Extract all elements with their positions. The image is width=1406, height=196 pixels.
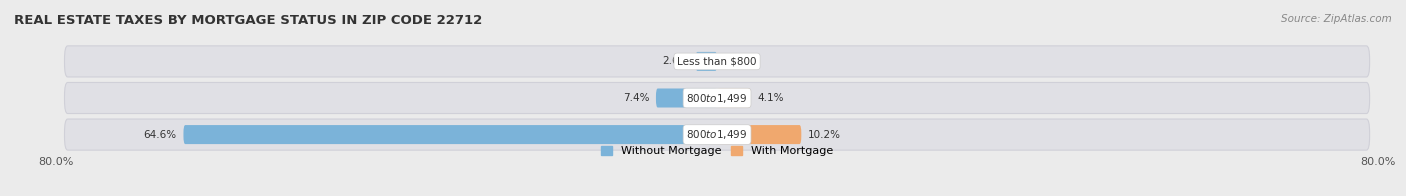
FancyBboxPatch shape <box>717 88 751 108</box>
FancyBboxPatch shape <box>183 125 717 144</box>
Text: 10.2%: 10.2% <box>808 130 841 140</box>
Text: 64.6%: 64.6% <box>143 130 177 140</box>
Text: Source: ZipAtlas.com: Source: ZipAtlas.com <box>1281 14 1392 24</box>
FancyBboxPatch shape <box>65 46 1369 77</box>
FancyBboxPatch shape <box>65 83 1369 113</box>
FancyBboxPatch shape <box>696 52 717 71</box>
Text: $800 to $1,499: $800 to $1,499 <box>686 128 748 141</box>
Text: 7.4%: 7.4% <box>623 93 650 103</box>
Text: 2.6%: 2.6% <box>662 56 689 66</box>
Text: REAL ESTATE TAXES BY MORTGAGE STATUS IN ZIP CODE 22712: REAL ESTATE TAXES BY MORTGAGE STATUS IN … <box>14 14 482 27</box>
Text: $800 to $1,499: $800 to $1,499 <box>686 92 748 104</box>
Text: 4.1%: 4.1% <box>758 93 785 103</box>
FancyBboxPatch shape <box>717 125 801 144</box>
FancyBboxPatch shape <box>65 119 1369 150</box>
FancyBboxPatch shape <box>657 88 717 108</box>
Legend: Without Mortgage, With Mortgage: Without Mortgage, With Mortgage <box>602 146 832 156</box>
Text: 0.0%: 0.0% <box>724 56 749 66</box>
Text: Less than $800: Less than $800 <box>678 56 756 66</box>
